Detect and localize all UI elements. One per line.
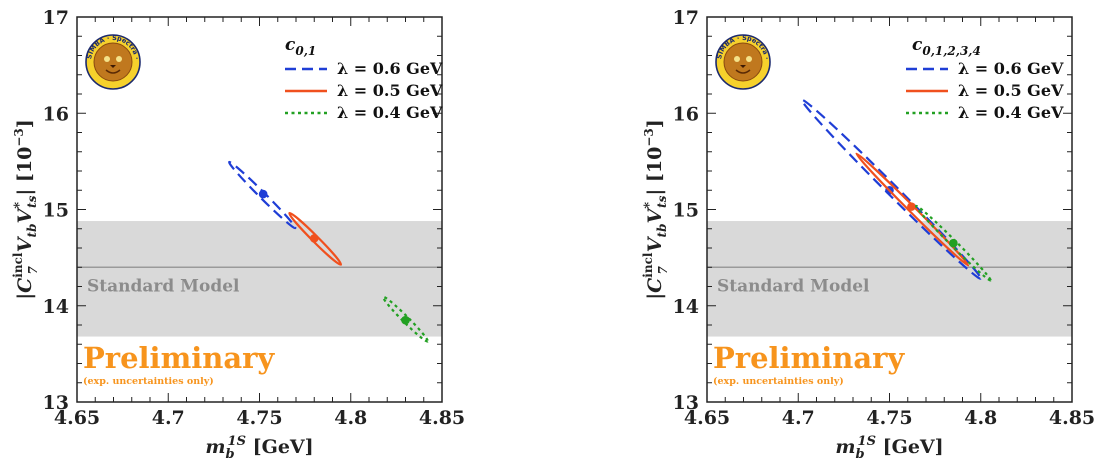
y-axis-label: |Cincl7VtbV*ts| [10−3] xyxy=(641,119,670,300)
center-point-2 xyxy=(907,202,916,211)
x-tick-label: 4.75 xyxy=(236,407,282,429)
y-tick-label: 15 xyxy=(43,200,69,222)
ellipse-3 xyxy=(382,295,429,343)
y-tick-label: 13 xyxy=(673,392,699,414)
sm-band xyxy=(707,221,1072,337)
legend-title: c0,1 xyxy=(285,35,316,58)
y-tick-label: 14 xyxy=(673,296,699,318)
sm-label: Standard Model xyxy=(87,276,240,296)
center-point-2 xyxy=(309,234,319,243)
center-point-1 xyxy=(258,189,268,199)
plot-area xyxy=(800,98,992,282)
x-tick-label: 4.8 xyxy=(334,407,367,429)
legend-label-1: λ = 0.6 GeV xyxy=(958,59,1064,78)
x-axis-label: mb1S [GeV] xyxy=(205,434,313,461)
legend-label-2: λ = 0.5 GeV xyxy=(337,81,443,100)
legend-label-2: λ = 0.5 GeV xyxy=(958,81,1064,100)
y-tick-label: 16 xyxy=(673,103,699,125)
preliminary-label: Preliminary xyxy=(713,341,905,375)
plot-area xyxy=(228,160,429,343)
y-axis-label: |Cincl7VtbV*ts| [10−3] xyxy=(11,119,40,300)
preliminary-sublabel: (exp. uncertainties only) xyxy=(713,376,844,387)
preliminary-label: Preliminary xyxy=(83,341,275,375)
x-tick-label: 4.8 xyxy=(964,407,997,429)
legend-label-1: λ = 0.6 GeV xyxy=(337,59,443,78)
legend-title: c0,1,2,3,4 xyxy=(912,35,981,58)
y-tick-label: 16 xyxy=(43,103,69,125)
y-tick-label: 17 xyxy=(673,7,699,29)
x-tick-label: 4.85 xyxy=(1049,407,1095,429)
x-tick-label: 4.75 xyxy=(866,407,912,429)
preliminary-sublabel: (exp. uncertainties only) xyxy=(83,376,214,387)
simba-logo: SIMBA · Spectra · Analysis of B Meson In… xyxy=(0,0,141,90)
y-tick-label: 15 xyxy=(673,200,699,222)
center-point-3 xyxy=(401,315,410,325)
x-axis-label: mb1S [GeV] xyxy=(835,434,943,461)
x-tick-label: 4.7 xyxy=(782,407,815,429)
chart-panel-1: Standard Model 4.65 4.7 4.75 4.8 4.85 13 14 15 16… xyxy=(0,0,465,461)
sm-band xyxy=(77,221,442,337)
legend-label-3: λ = 0.4 GeV xyxy=(337,103,443,122)
x-tick-label: 4.85 xyxy=(419,407,465,429)
x-tick-label: 4.7 xyxy=(152,407,185,429)
x-tick-label: 4.65 xyxy=(684,407,730,429)
legend-label-3: λ = 0.4 GeV xyxy=(958,103,1064,122)
y-tick-label: 13 xyxy=(43,392,69,414)
center-point-3 xyxy=(949,238,958,248)
x-tick-label: 4.65 xyxy=(54,407,100,429)
y-tick-label: 14 xyxy=(43,296,69,318)
y-tick-label: 17 xyxy=(43,7,69,29)
sm-label: Standard Model xyxy=(717,276,870,296)
